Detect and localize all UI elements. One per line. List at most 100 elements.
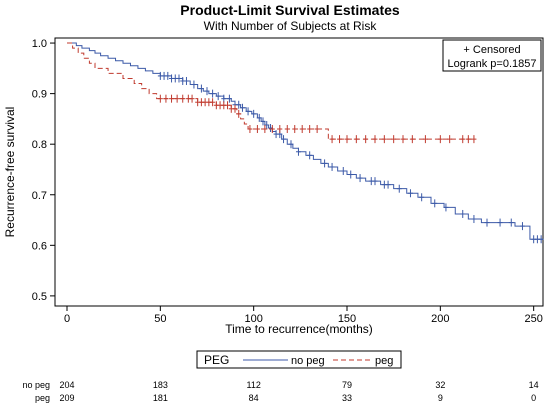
x-axis: 0 50 100 150 200 250 [64,306,543,325]
series-line-no-peg [67,42,543,240]
censor-mark-no-peg [260,117,266,126]
censor-mark-peg [236,109,242,118]
censor-mark-peg [409,135,415,144]
censor-mark-no-peg [165,71,171,80]
censor-mark-no-peg [281,135,287,144]
risk-count-no-peg: 183 [153,380,168,390]
legend-frame [196,350,402,369]
censor-mark-no-peg [226,94,232,103]
censor-mark-peg [174,94,180,103]
y-axis-label: Recurrence-free survival [3,107,17,238]
censor-mark-no-peg [396,184,402,193]
censor-mark-no-peg [251,109,257,118]
censor-mark-no-peg [204,87,210,96]
censor-mark-no-peg [295,147,301,156]
censor-mark-peg [299,125,305,134]
censor-mark-no-peg [497,218,503,227]
risk-count-peg: 181 [153,393,168,403]
censor-mark-peg [269,125,275,134]
legend: PEG no peg peg [196,350,402,369]
censor-mark-peg [157,94,163,103]
plot-frame [54,37,544,307]
x-tick-label: 100 [244,313,262,325]
censor-mark-no-peg [471,215,477,224]
censor-mark-no-peg [329,162,335,171]
y-axis: 0.5 0.6 0.7 0.8 0.9 1.0 [32,38,55,303]
risk-count-peg: 9 [438,393,443,403]
censor-mark-no-peg [508,218,514,227]
risk-row-label-no-peg: no peg [22,380,50,390]
censor-mark-peg [460,135,466,144]
chart-subtitle: With Number of Subjects at Risk [204,19,378,33]
censor-mark-peg [247,125,253,134]
censor-mark-peg [471,135,477,144]
legend-label-no-peg: no peg [291,355,325,367]
risk-count-no-peg: 32 [435,380,445,390]
censor-mark-peg [284,125,290,134]
legend-label-peg: peg [375,355,393,367]
censor-mark-peg [337,135,343,144]
censor-mark-peg [307,125,313,134]
censor-mark-no-peg [191,80,197,89]
censor-mark-no-peg [307,151,313,160]
x-tick-label: 0 [64,313,70,325]
censor-mark-peg [232,104,238,113]
censor-mark-peg [329,135,335,144]
censor-mark-peg [372,135,378,144]
censor-mark-peg [400,135,406,144]
censor-mark-peg [163,94,169,103]
censor-mark-no-peg [215,92,221,101]
x-axis-label: Time to recurrence(months) [225,322,373,336]
censor-mark-no-peg [322,159,328,168]
censor-mark-peg [189,94,195,103]
censor-mark-peg [292,125,298,134]
y-tick-label: 0.8 [32,139,47,151]
x-tick-label: 150 [338,313,356,325]
censor-mark-peg [381,135,387,144]
censor-mark-no-peg [460,209,466,218]
censor-mark-no-peg [264,120,270,129]
risk-table: no peg peg 204 183 112 79 32 14 209 181 84 33 9 0 [22,380,538,403]
censor-mark-peg [277,125,283,134]
x-tick-label: 250 [524,313,542,325]
censor-mark-no-peg [372,177,378,186]
censor-mark-no-peg [538,235,544,244]
censor-mark-peg [254,125,260,134]
logrank-label: Logrank p=0.1857 [448,58,537,70]
y-tick-label: 0.5 [32,291,47,303]
censor-mark-no-peg [519,222,525,231]
censor-mark-peg [353,135,359,144]
censor-mark-no-peg [484,218,490,227]
censor-mark-peg [344,135,350,144]
risk-count-no-peg: 14 [529,380,539,390]
censor-mark-peg [437,135,443,144]
plot-series [67,42,544,244]
censor-mark-no-peg [183,76,189,85]
censor-mark-no-peg [239,103,245,112]
risk-count-no-peg: 79 [342,380,352,390]
inset-box-frame [442,39,542,72]
y-tick-label: 0.7 [32,190,47,202]
censor-mark-no-peg [348,170,354,179]
censor-mark-peg [180,94,186,103]
censor-mark-no-peg [407,189,413,198]
censor-mark-no-peg [210,89,216,98]
censor-mark-peg [225,101,231,110]
y-tick-label: 1.0 [32,38,47,50]
series-line-peg [67,42,474,140]
risk-row-label-peg: peg [35,393,50,403]
y-tick-label: 0.9 [32,89,47,101]
censor-mark-peg [210,98,216,107]
censor-mark-peg [391,135,397,144]
risk-count-peg: 84 [249,393,259,403]
censor-mark-no-peg [419,193,425,202]
censor-mark-no-peg [256,113,262,122]
censor-mark-no-peg [357,174,363,183]
censor-mark-peg [465,135,471,144]
censor-mark-peg [422,135,428,144]
inset-box: + Censored Logrank p=0.1857 [442,39,542,72]
chart-title: Product-Limit Survival Estimates [180,2,400,18]
y-tick-label: 0.6 [32,240,47,252]
censor-mark-no-peg [236,100,242,109]
